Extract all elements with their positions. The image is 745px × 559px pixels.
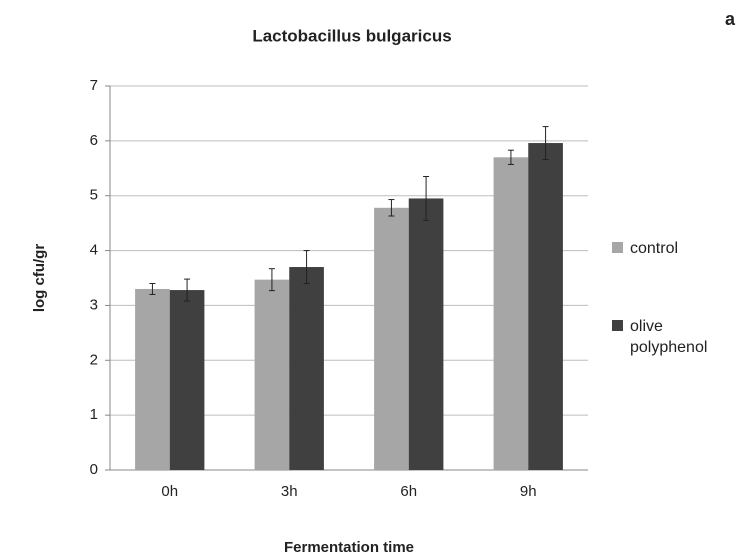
x-axis-label: Fermentation time — [284, 539, 414, 556]
bar — [169, 290, 205, 470]
x-tick-label: 0h — [161, 483, 178, 500]
x-tick-label: 9h — [520, 483, 537, 500]
legend-swatch — [612, 242, 623, 253]
error-bar — [149, 282, 156, 295]
bar — [493, 157, 529, 471]
y-tick-label: 5 — [90, 187, 98, 204]
legend-swatch — [612, 320, 623, 331]
error-bar — [184, 278, 191, 302]
bar — [528, 143, 563, 470]
error-bar — [507, 149, 514, 165]
error-bar — [423, 176, 430, 221]
bar — [408, 198, 444, 470]
x-tick-label: 6h — [400, 483, 417, 500]
legend-label: control — [630, 240, 679, 257]
panel-label: a — [725, 9, 736, 29]
y-tick-label: 4 — [90, 242, 98, 259]
legend-item: control — [612, 238, 725, 259]
y-tick-label: 0 — [90, 461, 98, 478]
y-tick-label: 3 — [90, 296, 98, 313]
y-tick-label: 2 — [90, 351, 98, 368]
bar — [289, 267, 324, 470]
bar — [254, 279, 290, 470]
y-tick-label: 1 — [90, 406, 98, 423]
bar — [135, 288, 170, 470]
error-bar — [542, 126, 549, 161]
error-bar — [388, 199, 395, 217]
bar — [374, 207, 409, 471]
x-tick-label: 3h — [281, 483, 298, 500]
legend-label: olive polyphenol — [630, 318, 708, 356]
chart-title: Lactobacillus bulgaricus — [252, 26, 451, 45]
y-axis-label: log cfu/gr — [31, 244, 48, 312]
y-tick-label: 6 — [90, 132, 98, 149]
y-tick-label: 7 — [90, 77, 98, 94]
error-bar — [303, 250, 310, 284]
error-bar — [268, 268, 275, 292]
legend-item: olive polyphenol — [612, 316, 725, 358]
